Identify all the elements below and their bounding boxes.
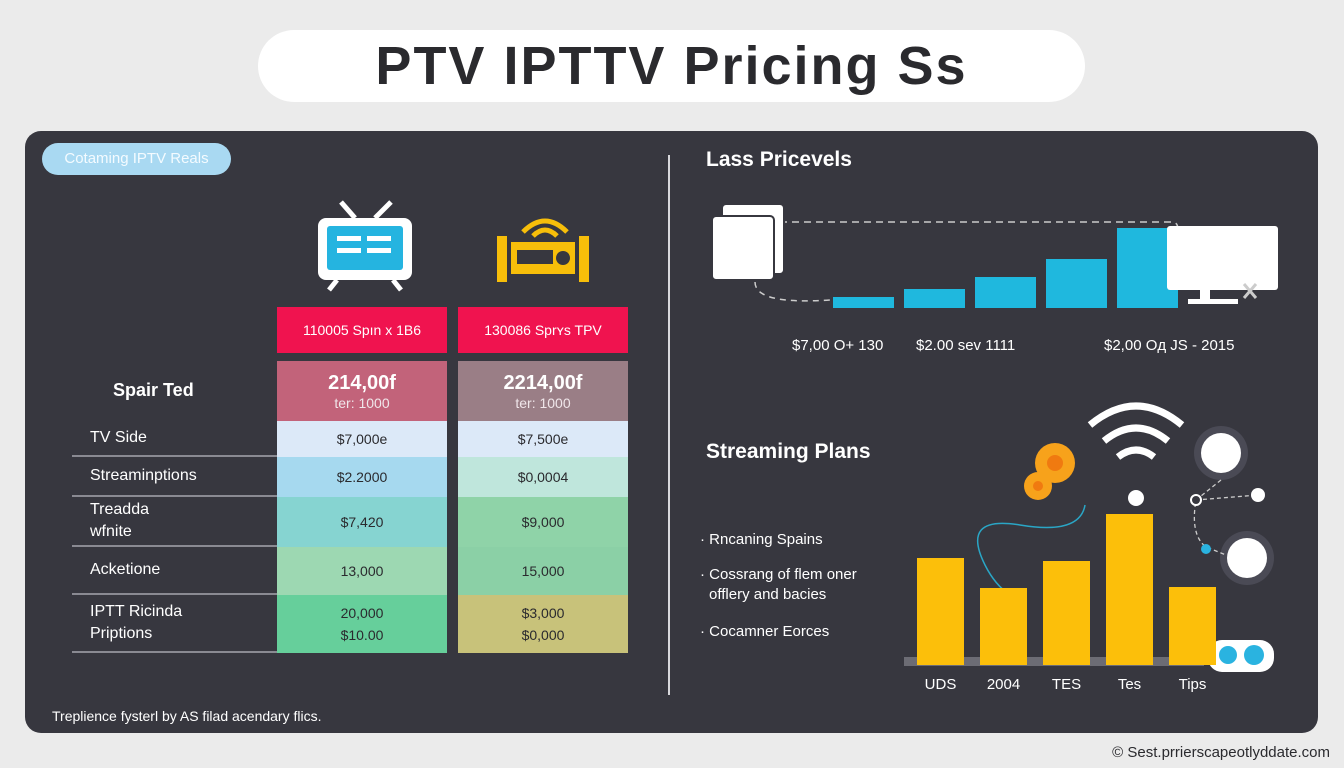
bullet-item: · Cossrang of flem oner offlery and baci…: [700, 566, 857, 603]
category-label: Tes: [1117, 676, 1142, 693]
price-sub: ter: 1000: [515, 395, 571, 411]
price-cell: $7,420: [277, 497, 447, 547]
row-label: Acketione: [72, 547, 277, 595]
price-label: $2.00 seᴠ 1111: [916, 337, 1016, 354]
tv-icon: [318, 200, 412, 292]
price-cell: $2.2000: [277, 457, 447, 497]
price-cell: $0,0004: [458, 457, 628, 497]
bullet-text: Rncaning Spains: [709, 531, 823, 548]
bullet-text: Cocamner Eorces: [709, 623, 830, 640]
price-cell: 20,000 $10.00: [277, 595, 447, 653]
row-label-text: Acketione: [90, 561, 161, 578]
cell-value: 15,000: [521, 563, 565, 579]
category-label: Tips: [1178, 676, 1207, 693]
plan-price-1: 214,00f ter: 1000: [277, 361, 447, 421]
footer-note: Treplience fysterl by AS filad acendary …: [52, 708, 322, 724]
divider: [668, 155, 670, 695]
price-cell: $3,000 $0,000: [458, 595, 628, 653]
category-label: TES: [1051, 676, 1082, 693]
monitor-icon: [1167, 226, 1278, 304]
price-label: $7,00 O+ 130: [792, 337, 884, 354]
row-label-text: wfnite: [90, 523, 132, 540]
cell-value: $9,000: [521, 514, 565, 530]
section-label: Spair Ted: [113, 380, 194, 400]
streaming-bar: [1169, 587, 1216, 665]
infographic-panel: [25, 131, 1318, 733]
price-cell: 15,000: [458, 547, 628, 595]
streaming-bar: [1106, 514, 1153, 665]
cell-value: $2.2000: [336, 469, 388, 485]
bullet-item: · Rncaning Spains: [700, 531, 823, 548]
plan-header-2: 130086 Sprʏs TPV: [458, 307, 628, 353]
category-label: 2004: [986, 676, 1021, 693]
price-value: 2214,00f: [503, 372, 583, 394]
page-title: PTV IPTTV Pricing Ss: [258, 30, 1085, 102]
price-cell: $7,000e: [277, 421, 447, 457]
radio-icon: [497, 218, 589, 282]
cell-value: $7,500e: [517, 431, 569, 447]
price-level-bar: [833, 297, 894, 308]
cell-value: $3,000: [521, 605, 565, 621]
row-label-text: Priptions: [90, 625, 153, 642]
row-label: Streaminptions: [72, 457, 277, 497]
streaming-heading: Streaming Plans: [706, 440, 871, 463]
cell-value: 20,000: [340, 605, 384, 621]
copyright: © Sest.prrierscapeotlyddate.com: [1112, 744, 1330, 761]
category-badge: Cotaming IPTV Reals: [42, 143, 231, 175]
row-label-text: Streaminptions: [90, 467, 197, 484]
price-label: $2,00 Oд JS - 2015: [1104, 337, 1235, 354]
category-label: UDS: [924, 676, 957, 693]
plan-price-2: 2214,00f ter: 1000: [458, 361, 628, 421]
row-label: IPTT Ricinda Priptions: [72, 595, 277, 653]
bullet-text: Cossrang of flem oner offlery and bacies: [709, 566, 857, 603]
price-sub: ter: 1000: [334, 395, 390, 411]
price-level-bar: [975, 277, 1036, 308]
price-cell: 13,000: [277, 547, 447, 595]
cell-value: $0,0004: [517, 469, 569, 485]
cell-value: $7,420: [340, 514, 384, 530]
bullet-item: · Cocamner Eorces: [700, 623, 830, 640]
cell-value: $0,000: [521, 627, 565, 643]
streaming-bar: [1043, 561, 1090, 665]
streaming-bar: [917, 558, 964, 665]
price-levels-heading: Lass Pricevels: [706, 148, 852, 171]
plan-header-1: 110005 Spın x 1B6: [277, 307, 447, 353]
price-value: 214,00f: [328, 372, 396, 394]
price-cell: $7,500e: [458, 421, 628, 457]
streaming-bar: [980, 588, 1027, 665]
price-level-bar: [904, 289, 965, 308]
cell-value: 13,000: [340, 563, 384, 579]
row-label: Treadda wfnite: [72, 497, 277, 547]
cell-value: $7,000e: [336, 431, 388, 447]
cell-value: $10.00: [340, 627, 384, 643]
row-label-text: IPTT Ricinda: [90, 603, 183, 620]
price-level-bar: [1046, 259, 1107, 308]
row-label-text: Treadda: [90, 501, 149, 518]
price-cell: $9,000: [458, 497, 628, 547]
row-label: TV Side: [72, 421, 277, 457]
row-label-text: TV Side: [90, 429, 147, 446]
